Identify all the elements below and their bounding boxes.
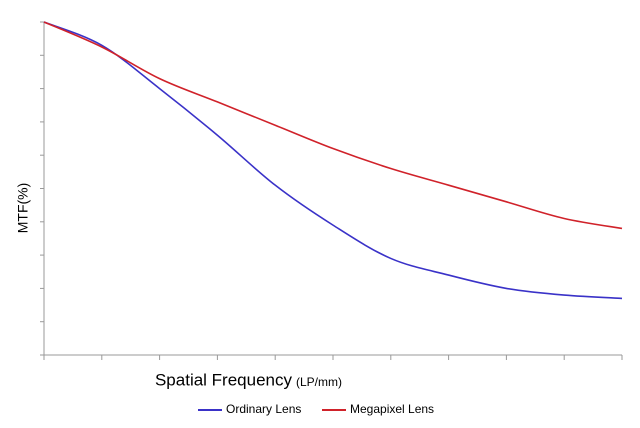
legend-label: Ordinary Lens <box>226 402 301 416</box>
legend-label: Megapixel Lens <box>350 402 434 416</box>
line-series <box>43 21 623 300</box>
line-series <box>43 21 623 230</box>
x-axis-label: Spatial Frequency <box>155 370 293 389</box>
y-axis-label: MTF(%) <box>15 183 31 234</box>
x-axis-unit: (LP/mm) <box>296 375 342 389</box>
